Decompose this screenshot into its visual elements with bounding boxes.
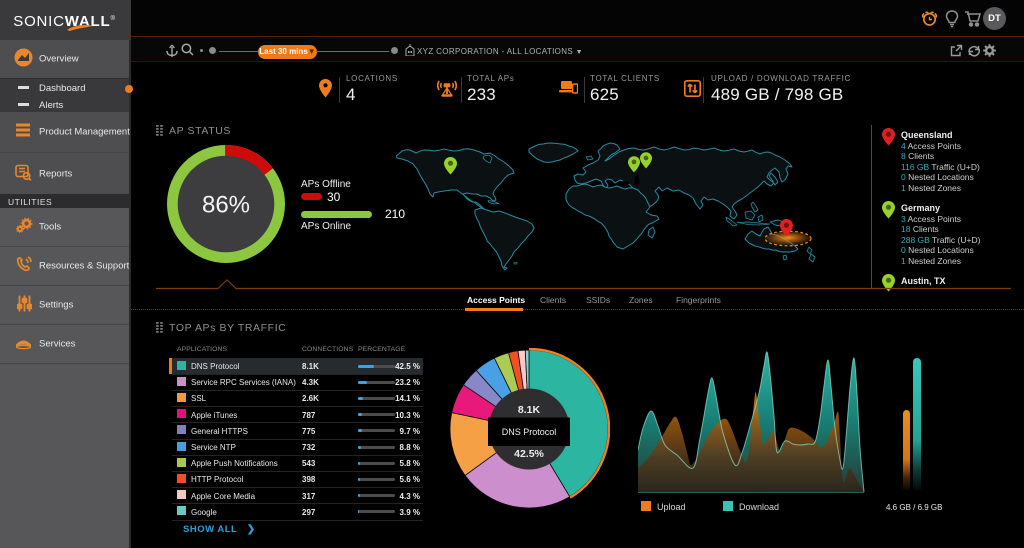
svg-text:42.5%: 42.5% (514, 448, 544, 460)
svg-text:8.1K: 8.1K (518, 404, 541, 416)
svg-text:DNS Protocol: DNS Protocol (502, 427, 557, 437)
svg-text:86%: 86% (202, 192, 250, 219)
